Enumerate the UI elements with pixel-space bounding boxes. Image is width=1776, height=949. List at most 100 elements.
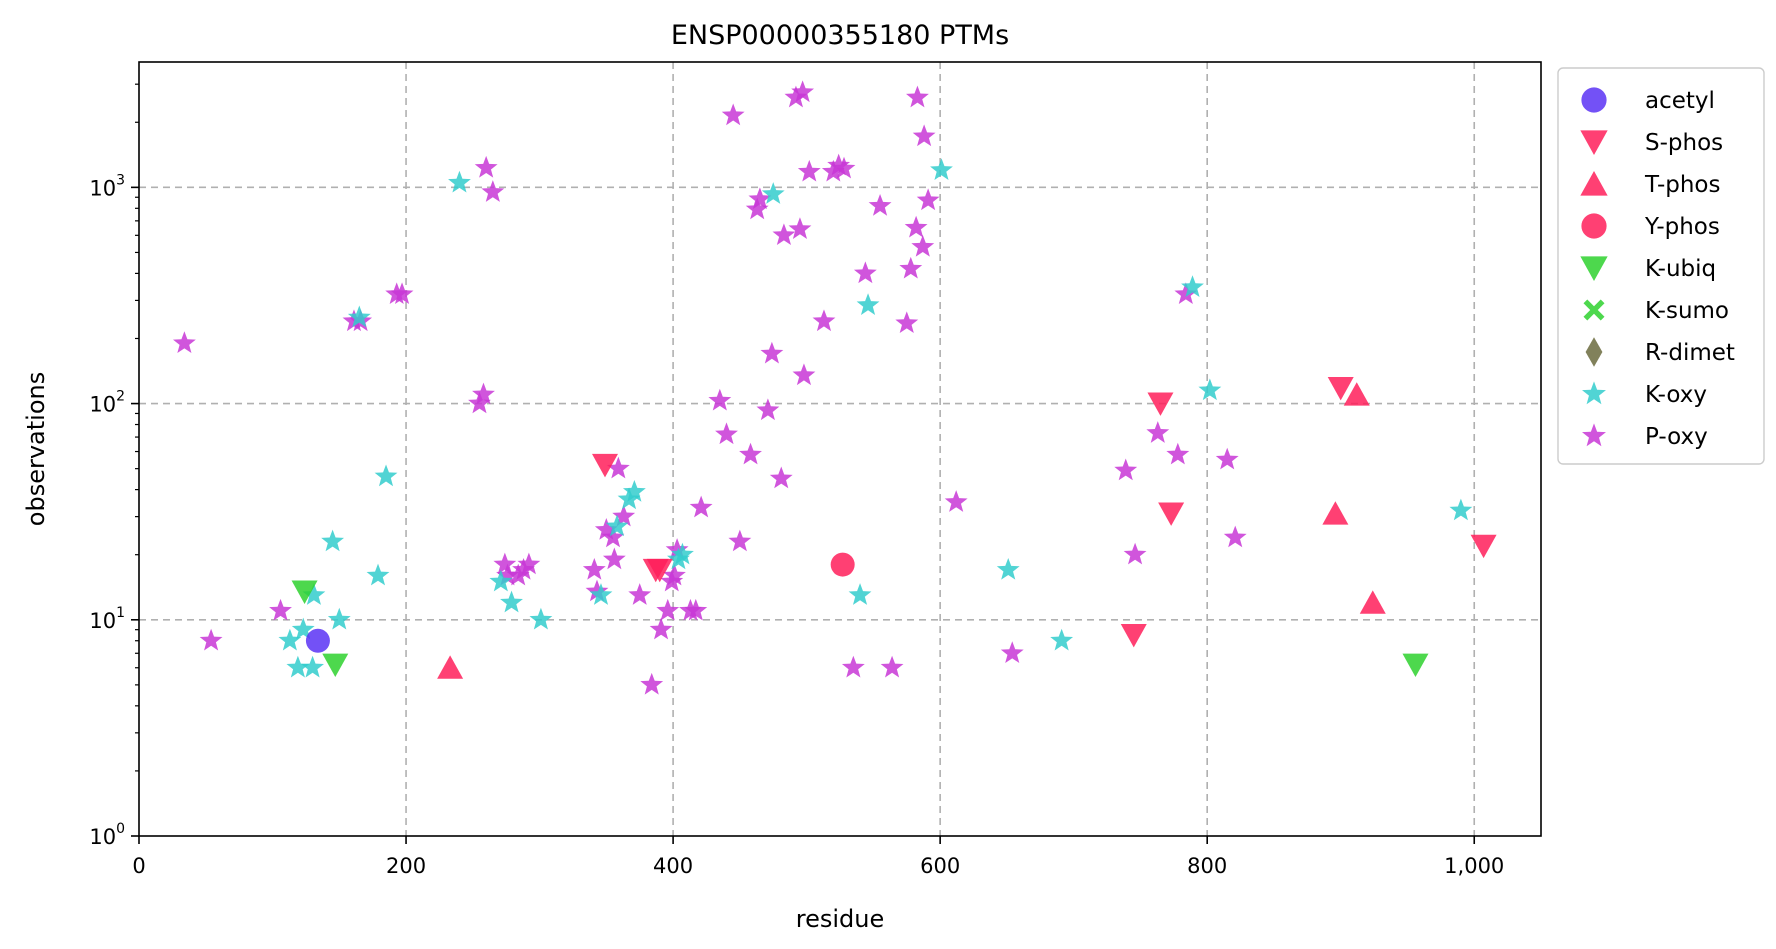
k-oxy-point <box>622 479 646 502</box>
k-oxy-point <box>347 305 371 328</box>
p-oxy-point <box>791 80 815 103</box>
s-phos-point <box>1147 392 1174 416</box>
k-oxy-point <box>848 583 872 605</box>
x-tick-label: 600 <box>920 854 960 878</box>
p-oxy-point <box>496 563 519 586</box>
p-oxy-point <box>769 466 793 489</box>
s-phos-point <box>1120 623 1147 648</box>
p-oxy-point <box>708 388 732 411</box>
k-oxy-point <box>1198 378 1222 401</box>
p-oxy-point <box>1114 458 1138 481</box>
chart-title: ENSP00000355180 PTMs <box>671 20 1009 51</box>
legend-entry-y-phos: Y-phos <box>1644 214 1720 240</box>
p-oxy-point <box>841 655 865 678</box>
legend-entry-s-phos: S-phos <box>1645 130 1723 156</box>
k-oxy-point <box>529 607 553 630</box>
k-oxy-point <box>856 293 880 315</box>
x-tick-label: 1,000 <box>1444 854 1504 878</box>
p-oxy-point <box>1174 282 1198 305</box>
legend-entry-p-oxy: P-oxy <box>1645 424 1708 450</box>
y-tick-label: 100 <box>89 821 125 849</box>
p-oxy-point <box>715 422 738 445</box>
x-tick-label: 200 <box>386 854 426 878</box>
p-oxy-point <box>1000 641 1024 663</box>
p-oxy-point <box>594 518 618 540</box>
series-t-phos <box>437 382 1386 679</box>
k-oxy-point <box>327 607 351 630</box>
y-axis-label: observations <box>22 372 50 526</box>
y-tick-base: 10 <box>89 609 116 633</box>
k-oxy-point <box>302 583 326 605</box>
legend-frame <box>1557 67 1765 465</box>
legend-marker-k-oxy <box>1582 381 1606 405</box>
p-oxy-point <box>493 552 517 575</box>
legend: acetyl S-phos T-phos Y-phos K-ubiq K-sumo R-di… <box>1557 67 1765 465</box>
p-oxy-point <box>728 529 752 552</box>
legend-entry-k-oxy: K-oxy <box>1645 382 1707 408</box>
legend-marker-k-ubiq <box>1580 256 1608 281</box>
x-tick-label: 0 <box>132 854 145 878</box>
acetyl-point <box>305 628 330 653</box>
k-oxy-point <box>500 590 523 613</box>
y-tick-base: 10 <box>89 825 116 849</box>
s-phos-point <box>1158 502 1185 526</box>
legend-marker-t-phos <box>1580 171 1608 196</box>
p-oxy-point <box>612 504 636 527</box>
p-oxy-point <box>792 363 816 386</box>
p-oxy-point <box>739 442 762 465</box>
p-oxy-point <box>585 579 609 602</box>
k-oxy-point <box>448 170 471 193</box>
y-tick-exponent: 2 <box>116 389 125 405</box>
p-oxy-point <box>517 552 541 575</box>
y-phos-point <box>830 552 855 577</box>
k-oxy-point <box>671 542 694 565</box>
p-oxy-point <box>797 159 821 182</box>
y-tick-exponent: 3 <box>116 172 125 188</box>
p-oxy-point <box>269 598 292 621</box>
p-oxy-point <box>663 563 686 586</box>
k-oxy-point <box>589 583 613 605</box>
t-phos-point <box>1322 501 1349 525</box>
k-oxy-point <box>1181 275 1204 297</box>
p-oxy-point <box>640 672 664 695</box>
series-p-oxy <box>172 80 1247 695</box>
p-oxy-point <box>1123 542 1147 565</box>
k-oxy-point <box>321 529 345 552</box>
x-tick-label: 400 <box>653 854 693 878</box>
p-oxy-point <box>899 256 923 279</box>
p-oxy-point <box>472 382 495 405</box>
p-oxy-point <box>788 217 812 239</box>
p-oxy-point <box>906 85 929 108</box>
k-oxy-point <box>374 464 398 487</box>
k-ubiq-point <box>1402 653 1429 678</box>
p-oxy-point <box>649 617 673 640</box>
y-tick-base: 10 <box>89 393 116 417</box>
k-oxy-point <box>1050 628 1074 651</box>
p-oxy-point <box>760 341 784 364</box>
p-oxy-point <box>689 495 713 518</box>
y-tick-exponent: 1 <box>116 605 125 621</box>
p-oxy-point <box>853 261 877 284</box>
series-acetyl <box>305 628 330 653</box>
p-oxy-point <box>481 180 505 202</box>
p-oxy-point <box>745 197 769 220</box>
series-s-phos <box>591 376 1497 648</box>
k-oxy-point <box>761 182 785 204</box>
y-tick-label: 102 <box>89 389 125 417</box>
k-oxy-point <box>489 569 513 592</box>
k-oxy-point <box>291 617 315 640</box>
p-oxy-point <box>656 598 680 621</box>
grid-lines <box>139 62 1541 836</box>
p-oxy-point <box>1223 525 1247 548</box>
s-phos-point <box>1327 376 1354 401</box>
k-ubiq-point <box>291 580 318 604</box>
k-oxy-point <box>996 557 1020 580</box>
legend-marker-k-sumo <box>1583 299 1605 321</box>
p-oxy-point <box>390 282 414 305</box>
legend-marker-r-dimet <box>1585 337 1603 367</box>
p-oxy-point <box>665 538 689 560</box>
k-oxy-point <box>1449 498 1473 521</box>
s-phos-point <box>646 558 673 583</box>
legend-marker-acetyl <box>1581 87 1607 113</box>
legend-entry-k-sumo: K-sumo <box>1645 298 1729 324</box>
